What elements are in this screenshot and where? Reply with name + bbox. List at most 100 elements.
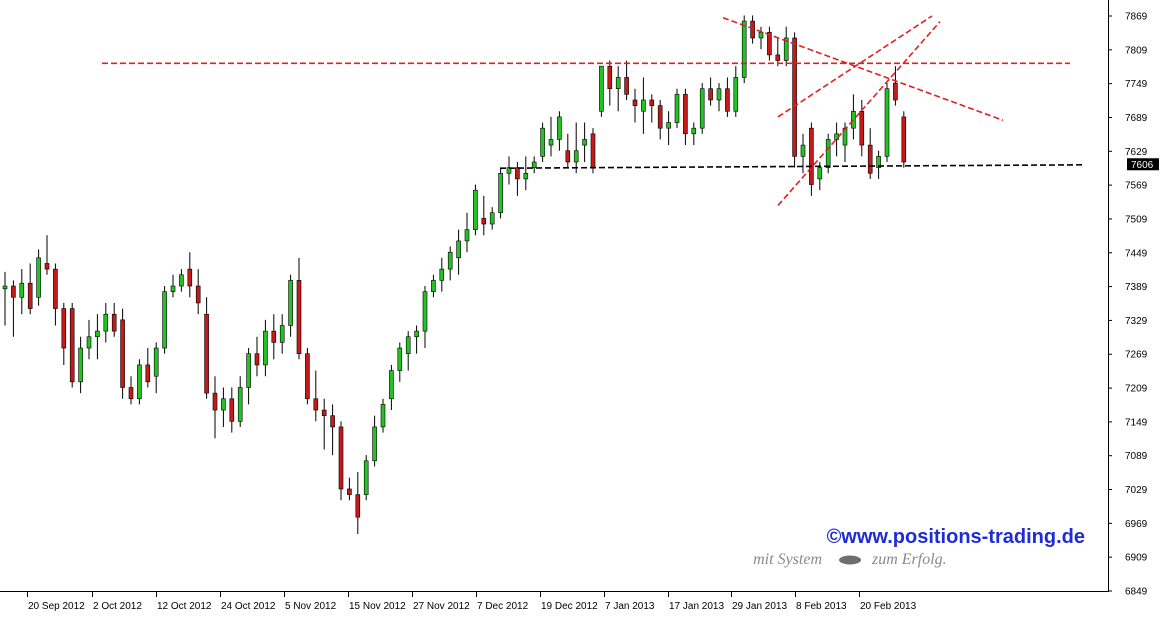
candle-down bbox=[195, 285, 201, 304]
y-tick-label: 7089 bbox=[1125, 451, 1148, 462]
candle-down bbox=[53, 268, 58, 309]
candle-up bbox=[758, 32, 764, 39]
y-tick-label: 7389 bbox=[1125, 282, 1148, 293]
candle-up bbox=[817, 167, 823, 180]
brand-url: ©www.positions-trading.de bbox=[827, 526, 1085, 548]
candle-down bbox=[338, 426, 344, 490]
trendline-rising-upper bbox=[777, 15, 933, 118]
candle-down bbox=[111, 313, 117, 332]
x-tick-label: 17 Jan 2013 bbox=[669, 601, 724, 612]
candle-up bbox=[699, 88, 705, 129]
candle-down bbox=[145, 364, 151, 383]
candle-up bbox=[615, 77, 621, 90]
candle-up bbox=[389, 370, 394, 400]
candle-down bbox=[607, 65, 613, 90]
candle-up bbox=[573, 150, 579, 163]
candle-up bbox=[288, 280, 293, 326]
candle-up bbox=[783, 37, 789, 61]
candle-down bbox=[120, 319, 125, 388]
y-tick-label: 7209 bbox=[1125, 384, 1148, 395]
candle-down bbox=[901, 116, 907, 163]
candle-up bbox=[397, 347, 403, 371]
x-tick-label: 5 Nov 2012 bbox=[285, 601, 337, 612]
y-tick-label: 7509 bbox=[1125, 214, 1148, 225]
candle-up bbox=[741, 20, 747, 78]
y-tick-label: 7809 bbox=[1125, 45, 1148, 56]
candle-down bbox=[271, 330, 277, 343]
candle-down bbox=[565, 150, 571, 163]
x-tick-label: 7 Dec 2012 bbox=[477, 601, 529, 612]
trendline-rising-lower bbox=[777, 21, 941, 206]
x-tick-label: 2012 bbox=[0, 601, 1, 612]
brand-dot-icon bbox=[839, 555, 861, 565]
candle-down bbox=[725, 88, 730, 112]
candle-up bbox=[884, 88, 890, 157]
candle-up bbox=[666, 122, 671, 129]
candle-up bbox=[498, 172, 503, 214]
candle-down bbox=[44, 263, 50, 270]
candle-up bbox=[582, 139, 587, 146]
candle-down bbox=[767, 32, 772, 56]
candle-down bbox=[632, 99, 638, 106]
trendline-falling-line bbox=[722, 16, 1004, 122]
brand-tagline-left: mit System bbox=[753, 551, 822, 568]
candle-up bbox=[716, 88, 722, 101]
candle-up bbox=[170, 285, 176, 292]
candle-down bbox=[590, 133, 596, 168]
candle-up bbox=[733, 77, 739, 112]
y-tick-label: 7449 bbox=[1125, 248, 1148, 259]
candle-up bbox=[137, 364, 142, 400]
candle-up bbox=[78, 347, 83, 383]
candle-up bbox=[162, 291, 167, 349]
y-tick-label: 7869 bbox=[1125, 12, 1148, 23]
candle-down bbox=[128, 387, 134, 400]
candle-up bbox=[456, 240, 461, 259]
candle-down bbox=[708, 88, 713, 101]
y-tick-label: 7269 bbox=[1125, 350, 1148, 361]
candle-down bbox=[347, 488, 352, 495]
candle-up bbox=[363, 460, 369, 495]
y-tick-label: 7149 bbox=[1125, 417, 1148, 428]
y-tick-label: 7569 bbox=[1125, 181, 1148, 192]
x-tick-label: 29 Jan 2013 bbox=[732, 601, 787, 612]
candle-down bbox=[859, 110, 865, 146]
candle-down bbox=[355, 494, 361, 518]
candle-up bbox=[641, 99, 646, 112]
y-tick-label: 7629 bbox=[1125, 147, 1148, 158]
candle-down bbox=[893, 82, 898, 101]
candle-down bbox=[212, 392, 218, 411]
candle-up bbox=[372, 426, 377, 462]
candle-up bbox=[237, 387, 243, 422]
candle-up bbox=[876, 156, 881, 168]
candle-up bbox=[221, 398, 226, 411]
x-tick-label: 19 Dec 2012 bbox=[541, 601, 598, 612]
candle-down bbox=[254, 353, 260, 366]
x-tick-label: 20 Feb 2013 bbox=[860, 601, 917, 612]
candle-up bbox=[86, 336, 92, 349]
x-axis: 2012 20 Sep 2012 2 Oct 2012 12 Oct 2012 24 O… bbox=[0, 591, 1109, 612]
candle-down bbox=[330, 415, 335, 428]
y-tick-label: 7749 bbox=[1125, 79, 1148, 90]
last-price-label: 7606 bbox=[1131, 160, 1154, 171]
candle-down bbox=[792, 37, 797, 157]
candle-up bbox=[851, 110, 856, 129]
candle-up bbox=[842, 127, 848, 146]
candle-down bbox=[867, 144, 873, 174]
candle-down bbox=[296, 280, 302, 354]
candle-up bbox=[523, 172, 529, 180]
candle-up bbox=[422, 291, 428, 332]
x-tick-label: 12 Oct 2012 bbox=[157, 601, 212, 612]
candle-up bbox=[531, 161, 537, 168]
candle-up bbox=[179, 274, 184, 287]
x-tick-label: 7 Jan 2013 bbox=[605, 601, 655, 612]
candle-up bbox=[380, 404, 386, 428]
candle-up bbox=[431, 280, 436, 292]
y-tick-label: 6909 bbox=[1125, 553, 1148, 564]
x-tick-label: 8 Feb 2013 bbox=[796, 601, 847, 612]
candle-up bbox=[599, 65, 604, 112]
candle-up bbox=[414, 330, 419, 338]
candle-down bbox=[11, 285, 16, 298]
candle-up bbox=[691, 127, 697, 135]
